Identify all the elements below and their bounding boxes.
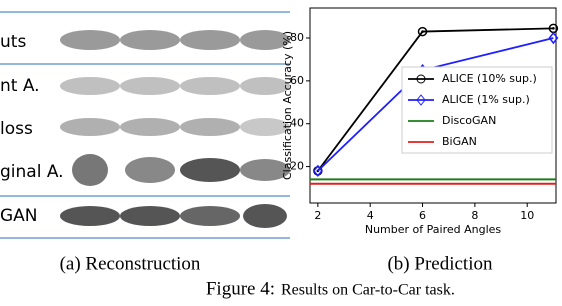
row-label: nt A.: [0, 76, 40, 96]
x-tick-label: 6: [419, 209, 426, 222]
panel-a: uts nt A. loss ginal A. GAN (a) Reconstr…: [0, 11, 290, 274]
x-tick-label: 4: [367, 209, 374, 222]
marker: [312, 164, 323, 178]
y-tick-label: 60: [290, 74, 304, 87]
figure-caption: Results on Car-to-Car task.: [281, 282, 455, 299]
marker-dot: [421, 30, 424, 33]
marker: [548, 31, 559, 45]
marker-dot: [552, 27, 555, 30]
car-images: [60, 30, 290, 228]
x-axis-label: Number of Paired Angles: [365, 223, 502, 236]
x-tick-label: 8: [471, 209, 478, 222]
legend-marker: [416, 74, 426, 84]
x-tick-label: 10: [520, 209, 534, 222]
row-label: loss: [0, 119, 33, 139]
legend-label: ALICE (1% sup.): [442, 93, 530, 106]
subcaption: (a) Reconstruction: [60, 253, 201, 274]
y-tick-label: 20: [290, 160, 304, 173]
legend-label: BiGAN: [442, 135, 477, 148]
row-label: GAN: [0, 206, 38, 226]
row-label: ginal A.: [0, 162, 64, 182]
legend-box: [401, 66, 553, 154]
marker: [417, 26, 428, 37]
figure-label: Figure 4:: [206, 278, 275, 299]
y-tick-label: 80: [290, 31, 304, 44]
x-tick-label: 2: [314, 209, 321, 222]
legend-marker: [416, 94, 426, 106]
subcaption: (b) Prediction: [387, 253, 493, 274]
y-tick-label: 40: [290, 117, 304, 130]
plot-frame: [309, 7, 557, 204]
y-axis-label: Classification Accuracy (%): [281, 31, 294, 180]
row-label: uts: [0, 32, 26, 52]
chart: 2 4 6 8 10 20 40 60 80 Number of Paired Angles Cla…: [281, 7, 559, 236]
legend-label: ALICE (10% sup.): [442, 72, 537, 85]
legend-label: DiscoGAN: [442, 114, 496, 127]
